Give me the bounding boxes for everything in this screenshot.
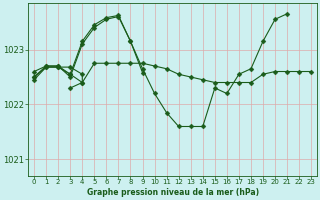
X-axis label: Graphe pression niveau de la mer (hPa): Graphe pression niveau de la mer (hPa) bbox=[87, 188, 259, 197]
